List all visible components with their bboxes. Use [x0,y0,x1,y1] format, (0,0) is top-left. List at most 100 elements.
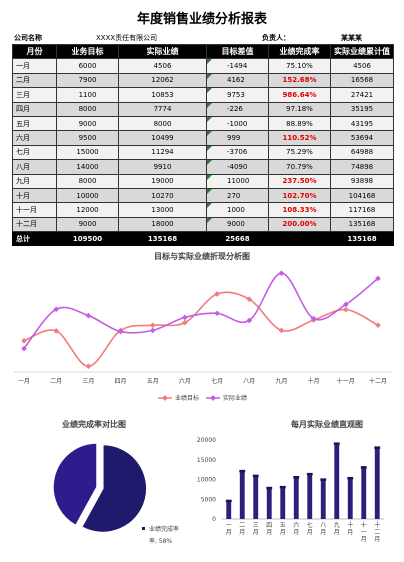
actual-cell: 4506 [118,58,207,74]
bar-x-tick: 十二月 [374,521,380,543]
target-cell: 8000 [56,173,119,189]
bar [374,447,380,519]
legend-label: 业绩目标 [175,394,199,402]
bar-cap [279,485,286,489]
line-x-tick: 九月 [275,377,287,385]
line-x-tick: 十月 [308,377,320,385]
table-row: 三月 1100 10853 9753 986.64% 27421 [12,87,394,103]
total-cumulative: 135168 [330,231,394,247]
total-label: 总计 [12,231,57,247]
diff-cell: -4090 [206,159,269,175]
cumulative-cell: 16568 [330,72,394,89]
series-point [214,310,220,317]
pie-label-line2: 率, 58% [149,537,172,545]
rate-cell: 75.10% [268,58,331,74]
bar [347,478,353,519]
month-cell: 十月 [12,187,57,204]
actual-cell: 12062 [118,72,207,89]
diff-cell: 1000 [206,202,269,218]
legend-marker [210,395,216,401]
header-actual: 实际业绩 [118,43,207,60]
target-cell: 6000 [56,58,119,74]
manager-value: 某某某 [341,34,362,42]
total-actual: 135168 [118,231,207,247]
cumulative-cell: 64988 [330,144,394,161]
bar-cap [225,499,232,503]
diff-cell: -1000 [206,115,269,132]
series-point [117,328,124,335]
series-point [85,363,92,370]
rate-cell: 986.64% [268,87,331,103]
bar-y-tick: 5000 [201,496,216,503]
line-x-tick: 五月 [147,378,159,385]
series-point [278,270,285,277]
bar [226,501,232,519]
bar-cap [374,446,381,449]
line-x-tick: 十二月 [369,377,387,385]
line-x-tick: 六月 [179,377,191,385]
total-row: 总计 109500 135168 25668 135168 [12,231,394,247]
table-row: 六月 9500 10499 999 110.52% 53694 [12,130,394,146]
sales-table: 月份 业务目标 实际业绩 目标差值 业绩完成率 实际业绩累计值 一月 6000 45… [12,43,394,247]
month-cell: 七月 [12,144,57,161]
table-row: 二月 7900 12062 4162 152.68% 16568 [12,72,394,89]
actual-cell: 8000 [118,115,207,132]
series-point [182,314,188,321]
series-point [375,322,381,329]
bar-cap [239,469,246,473]
line-x-tick: 一月 [18,378,30,385]
target-cell: 12000 [56,202,119,218]
cumulative-cell: 53694 [330,130,394,146]
bar-x-tick: 十月 [347,521,353,536]
line-x-tick: 七月 [211,377,223,385]
month-cell: 五月 [12,115,57,132]
bar-x-tick: 二月 [239,522,245,536]
legend-marker [162,395,168,401]
total-target: 109500 [56,231,119,247]
actual-cell: 10499 [118,130,207,146]
target-cell: 14000 [56,159,119,175]
company-value: XXXX责任有限公司 [96,34,158,42]
header-target: 业务目标 [56,43,119,60]
bar [253,476,259,519]
series-point [149,322,156,329]
cumulative-cell: 27421 [330,87,394,103]
table-row: 十二月 9000 18000 9000 200.00% 135168 [12,216,394,233]
rate-cell: 102.70% [268,187,331,204]
line-x-tick: 二月 [50,378,62,385]
series-point [246,317,253,324]
rate-cell: 75.29% [268,144,331,161]
series-point [278,327,285,334]
series-point [342,306,349,313]
bar-cap [347,476,354,480]
table-row: 十一月 12000 13000 1000 108.33% 117168 [12,202,394,218]
table-row: 五月 9000 8000 -1000 88.89% 43195 [12,115,394,132]
table-row: 九月 8000 19000 11000 237.50% 93898 [12,173,394,189]
actual-cell: 19000 [118,173,207,189]
bar-x-tick: 十一月 [361,521,367,543]
manager-label: 负责人： [262,34,290,42]
line-x-tick: 三月 [82,378,94,385]
bar-x-tick: 三月 [253,522,259,536]
rate-cell: 110.52% [268,130,331,146]
bar-x-tick: 七月 [307,521,313,536]
bar [293,477,299,519]
total-diff: 25668 [206,231,269,247]
cumulative-cell: 93898 [330,173,394,189]
month-cell: 十二月 [12,216,57,233]
diff-cell: 4162 [206,72,269,89]
bar-cap [252,474,259,478]
bar-cap [293,476,300,479]
bar [307,474,313,519]
cumulative-cell: 104168 [330,187,394,204]
table-row: 十月 10000 10270 270 102.70% 104168 [12,187,394,204]
bar-y-tick: 10000 [197,477,216,484]
series-point [375,275,381,282]
bar [239,471,245,519]
cumulative-cell: 35195 [330,101,394,117]
month-cell: 二月 [12,72,57,89]
pie-slice [52,442,98,527]
bar-cap [333,442,340,445]
series-point [342,301,349,308]
total-rate-empty [268,231,331,247]
